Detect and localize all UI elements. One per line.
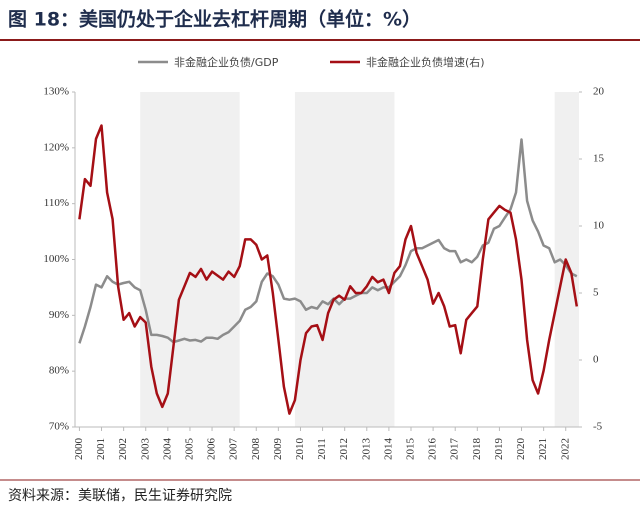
- shaded-period: [140, 92, 240, 427]
- x-tick-label: 2000: [73, 438, 85, 461]
- y-tick-label: 90%: [49, 309, 69, 321]
- shaded-period: [294, 92, 395, 427]
- y-tick-label: 70%: [49, 421, 69, 433]
- x-tick-label: 2008: [250, 438, 262, 461]
- y2-tick-label: 20: [593, 86, 605, 98]
- legend-label: 非金融企业负债增速(右): [366, 55, 485, 69]
- x-tick-label: 2010: [294, 438, 306, 461]
- x-tick-label: 2013: [360, 438, 372, 461]
- legend-label: 非金融企业负债/GDP: [174, 55, 279, 69]
- y2-tick-label: 15: [593, 153, 605, 165]
- x-tick-label: 2002: [117, 438, 129, 460]
- x-tick-label: 2018: [471, 438, 483, 461]
- x-tick-label: 2015: [405, 438, 417, 461]
- x-tick-label: 2007: [228, 438, 240, 461]
- x-tick-label: 2022: [559, 438, 571, 460]
- series-line: [78, 138, 578, 344]
- x-tick-label: 2011: [316, 438, 328, 460]
- y2-tick-label: 5: [593, 287, 599, 299]
- chart-title: 图 18：美国仍处于企业去杠杆周期（单位：%）: [8, 8, 421, 31]
- y-tick-label: 130%: [43, 86, 69, 98]
- y2-tick-label: -5: [593, 421, 603, 433]
- y-tick-label: 110%: [44, 197, 69, 209]
- x-tick-label: 2012: [338, 438, 350, 460]
- y-tick-label: 80%: [49, 365, 69, 377]
- y2-tick-label: 0: [593, 354, 599, 366]
- y-tick-label: 120%: [43, 141, 69, 153]
- x-tick-label: 2003: [139, 438, 151, 461]
- x-tick-label: 2014: [382, 438, 394, 461]
- x-tick-label: 2005: [183, 438, 195, 461]
- x-tick-label: 2004: [161, 438, 173, 461]
- y2-tick-label: 10: [593, 220, 605, 232]
- x-tick-label: 2017: [449, 438, 461, 461]
- x-tick-label: 2006: [206, 438, 218, 461]
- source: 资料来源：美联储，民生证券研究院: [8, 488, 232, 504]
- x-tick-label: 2001: [95, 438, 107, 460]
- x-tick-label: 2021: [537, 438, 549, 460]
- x-tick-label: 2016: [427, 438, 439, 461]
- x-tick-label: 2019: [493, 437, 505, 460]
- series-line: [78, 124, 579, 415]
- x-tick-label: 2009: [272, 438, 284, 461]
- y-tick-label: 100%: [43, 253, 69, 265]
- x-tick-label: 2020: [515, 438, 527, 461]
